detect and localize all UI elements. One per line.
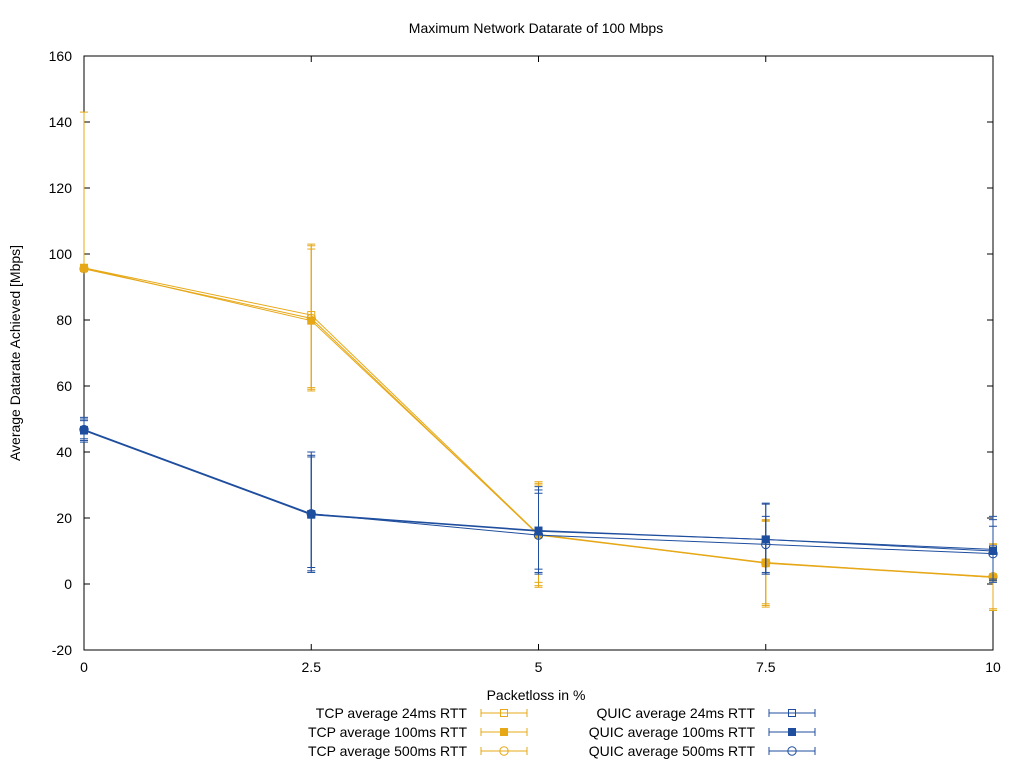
legend-item: QUIC average 100ms RTT bbox=[589, 724, 816, 740]
x-tick-label: 10 bbox=[985, 659, 1001, 675]
y-tick-label: 140 bbox=[49, 114, 73, 130]
legend-item: QUIC average 500ms RTT bbox=[589, 743, 816, 759]
y-tick-label: -20 bbox=[52, 642, 72, 658]
y-tick-label: 60 bbox=[56, 378, 72, 394]
chart-title: Maximum Network Datarate of 100 Mbps bbox=[409, 20, 663, 36]
y-tick-label: 100 bbox=[49, 246, 73, 262]
y-tick-label: 160 bbox=[49, 48, 73, 64]
legend-label: QUIC average 500ms RTT bbox=[589, 743, 756, 759]
data-point bbox=[788, 709, 796, 717]
legend-item: QUIC average 24ms RTT bbox=[597, 705, 816, 721]
data-point bbox=[761, 539, 771, 550]
legend-label: TCP average 100ms RTT bbox=[308, 724, 467, 740]
data-point bbox=[500, 709, 508, 717]
series-layer bbox=[79, 111, 998, 611]
data-point bbox=[499, 746, 509, 756]
data-point bbox=[500, 728, 508, 736]
legend-item: TCP average 500ms RTT bbox=[308, 743, 528, 759]
legend-label: QUIC average 100ms RTT bbox=[589, 724, 756, 740]
x-tick-label: 2.5 bbox=[302, 659, 322, 675]
series-5 bbox=[79, 420, 998, 583]
axes: -20 0 20 40 60 80 100 120 140 160 0 2.5 5 7.5 10 bbox=[49, 48, 1001, 675]
x-axis-label: Packetloss in % bbox=[487, 687, 586, 703]
x-tick-label: 0 bbox=[80, 659, 88, 675]
y-tick-label: 120 bbox=[49, 180, 73, 196]
data-point bbox=[533, 530, 544, 540]
legend-label: TCP average 500ms RTT bbox=[308, 743, 467, 759]
data-point bbox=[988, 548, 998, 559]
data-point bbox=[79, 424, 89, 435]
legend-item: TCP average 100ms RTT bbox=[308, 724, 528, 740]
y-tick-label: 20 bbox=[56, 510, 72, 526]
y-tick-label: 80 bbox=[56, 312, 72, 328]
legend-label: TCP average 24ms RTT bbox=[316, 705, 468, 721]
legend-item: TCP average 24ms RTT bbox=[316, 705, 528, 721]
legend: TCP average 24ms RTT TCP average 100ms RT… bbox=[308, 705, 816, 759]
legend-label: QUIC average 24ms RTT bbox=[597, 705, 756, 721]
data-point bbox=[787, 746, 797, 756]
y-axis-label: Average Datarate Achieved [Mbps] bbox=[7, 245, 23, 461]
y-tick-label: 0 bbox=[64, 576, 72, 592]
data-point bbox=[306, 509, 316, 519]
y-tick-label: 40 bbox=[56, 444, 72, 460]
x-tick-label: 5 bbox=[535, 659, 543, 675]
data-point bbox=[306, 313, 316, 324]
data-point bbox=[788, 728, 796, 736]
data-point bbox=[79, 264, 89, 274]
x-tick-label: 7.5 bbox=[756, 659, 776, 675]
